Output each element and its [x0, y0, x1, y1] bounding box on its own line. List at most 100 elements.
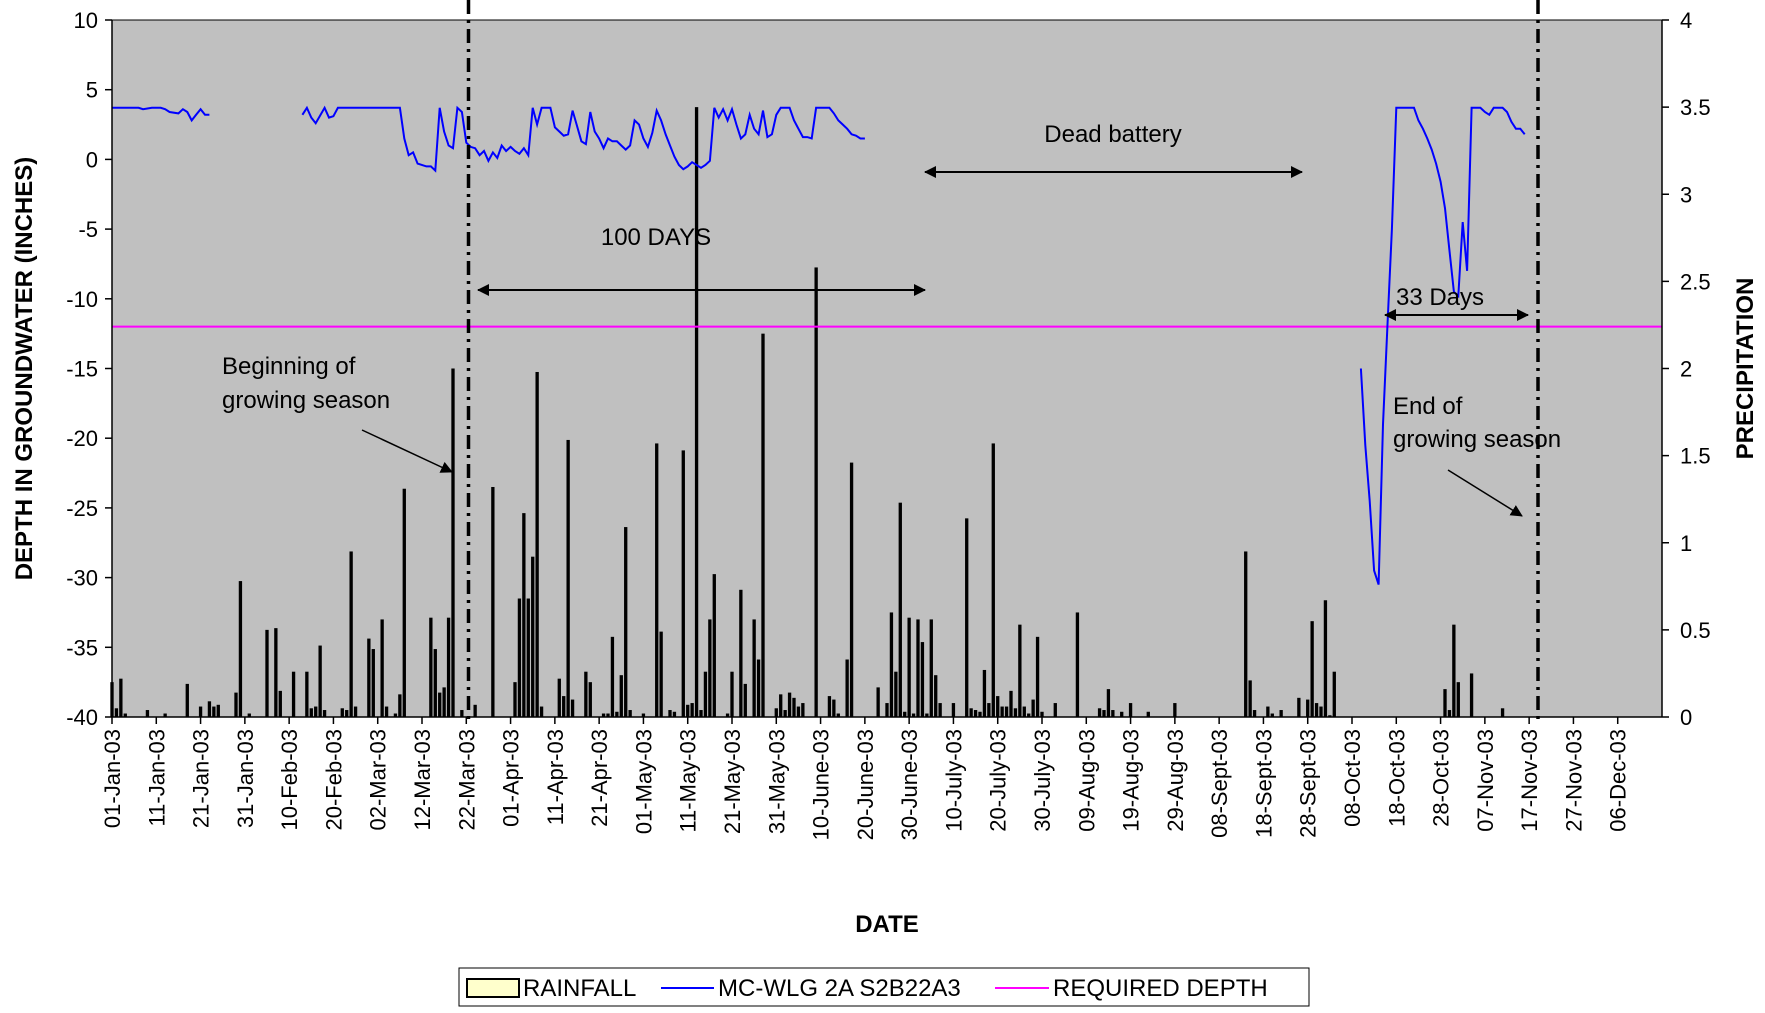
rainfall-bar: [619, 675, 623, 717]
y2-tick-label: 3: [1680, 182, 1692, 207]
x-tick-label: 07-Nov-03: [1473, 729, 1498, 832]
rainfall-bar: [725, 713, 730, 717]
rainfall-bar: [380, 619, 384, 717]
rainfall-bar: [796, 706, 801, 717]
rainfall-bar: [584, 671, 588, 717]
rainfall-bar: [965, 518, 969, 717]
rainfall-bar: [730, 671, 734, 717]
label-33-days: 33 Days: [1396, 284, 1484, 311]
y2-tick-label: 1.5: [1680, 444, 1711, 469]
x-tick-label: 18-Oct-03: [1384, 729, 1409, 827]
rainfall-bar: [1102, 710, 1106, 717]
label-dead-battery: Dead battery: [1044, 121, 1181, 148]
y2-tick-label: 2.5: [1680, 269, 1711, 294]
rainfall-bar: [601, 713, 606, 717]
label-beginning-line2: growing season: [222, 387, 390, 414]
legend: RAINFALL MC-WLG 2A S2B22A3 REQUIRED DEPT…: [458, 967, 1310, 1007]
rainfall-bar: [752, 619, 756, 717]
rainfall-bar: [234, 692, 238, 717]
x-tick-label: 10-June-03: [809, 729, 834, 840]
rainfall-bar: [1031, 699, 1035, 717]
rainfall-bar: [814, 267, 818, 717]
x-tick-label: 20-July-03: [986, 729, 1011, 832]
x-tick-label: 31-May-03: [764, 729, 789, 834]
rainfall-bar: [1106, 689, 1111, 717]
label-end-line1: End of: [1393, 393, 1463, 420]
rainfall-bar: [1040, 711, 1044, 717]
rainfall-bar: [925, 713, 929, 717]
water-level-line: [1359, 106, 1526, 585]
rainfall-bar: [973, 710, 978, 717]
x-tick-label: 18-Sept-03: [1251, 729, 1276, 838]
x-tick-label: 19-Aug-03: [1119, 729, 1144, 832]
x-axis-ticks: 01-Jan-03 11-Jan-03 21-Jan-03 31-Jan-03 10-F…: [100, 717, 1631, 840]
rainfall-bar: [712, 574, 716, 717]
y-tick-label: -10: [66, 287, 98, 312]
water-level-line: [112, 106, 210, 123]
rainfall-bar: [119, 678, 123, 717]
rainfall-bar: [393, 713, 398, 717]
rainfall-bar: [212, 706, 216, 717]
rainfall-bar: [1111, 710, 1115, 717]
rainfall-bar: [982, 669, 987, 717]
rainfall-bar: [787, 692, 792, 717]
x-tick-label: 10-Feb-03: [277, 729, 302, 831]
y2-tick-label: 1: [1680, 531, 1692, 556]
rainfall-bar: [460, 710, 464, 717]
rainfall-bar: [938, 703, 942, 717]
rainfall-bar: [402, 488, 406, 717]
x-tick-label: 27-Nov-03: [1561, 729, 1586, 832]
rainfall-bar: [1310, 621, 1314, 717]
rainfall-bar: [1146, 711, 1150, 717]
rainfall-bar: [1323, 600, 1328, 717]
rainfall-bar: [1452, 624, 1456, 717]
y-axis-title: DEPTH IN GROUNDWATER (INCHES): [11, 157, 38, 581]
y-tick-label: -15: [66, 357, 98, 382]
rainfall-bar: [517, 598, 522, 717]
rainfall-bar: [978, 711, 982, 717]
rainfall-bar: [694, 107, 699, 717]
y2-tick-label: 0.5: [1680, 618, 1711, 643]
x-tick-label: 28-Sept-03: [1296, 729, 1321, 838]
rainfall-bar: [659, 631, 663, 717]
rainfall-bar: [783, 710, 787, 717]
y-tick-label: -35: [66, 635, 98, 660]
x-tick-label: 28-Oct-03: [1429, 729, 1454, 827]
rainfall-bar: [1270, 713, 1274, 717]
rainfall-bar: [1266, 706, 1270, 717]
rainfall-bar: [216, 704, 220, 717]
rainfall-bar: [779, 694, 783, 717]
rainfall-bar: [606, 713, 610, 717]
rainfall-bar: [801, 703, 805, 717]
rainfall-bar: [114, 708, 119, 717]
x-tick-label: 11-Jan-03: [144, 729, 169, 826]
rainfall-bar: [672, 711, 677, 717]
rainfall-bar: [876, 687, 880, 717]
rainfall-bar: [1018, 624, 1022, 717]
rainfall-bar: [371, 649, 375, 717]
rainfall-bar: [309, 708, 313, 717]
x-tick-label: 31-Jan-03: [233, 729, 258, 828]
rainfall-bar: [1097, 708, 1102, 717]
rainfall-bar: [1035, 636, 1040, 717]
x-tick-label: 20-June-03: [853, 729, 878, 840]
rainfall-bar: [238, 581, 243, 717]
rainfall-bar: [513, 682, 517, 717]
rainfall-bar: [1000, 706, 1004, 717]
x-tick-label: 02-Mar-03: [366, 729, 391, 830]
rainfall-bar: [1173, 703, 1177, 717]
rainfall-bar: [247, 713, 251, 717]
rainfall-bar: [615, 711, 619, 717]
rainfall-bar: [916, 619, 920, 717]
x-tick-label: 21-May-03: [720, 729, 745, 834]
x-tick-label: 20-Feb-03: [321, 729, 346, 831]
rainfall-bar: [185, 683, 189, 717]
rainfall-bar: [1314, 703, 1319, 717]
legend-box: [458, 967, 1310, 1007]
rainfall-bar: [539, 706, 544, 717]
rainfall-bar: [398, 694, 402, 717]
rainfall-bar: [345, 710, 349, 717]
rainfall-bar: [163, 713, 167, 717]
